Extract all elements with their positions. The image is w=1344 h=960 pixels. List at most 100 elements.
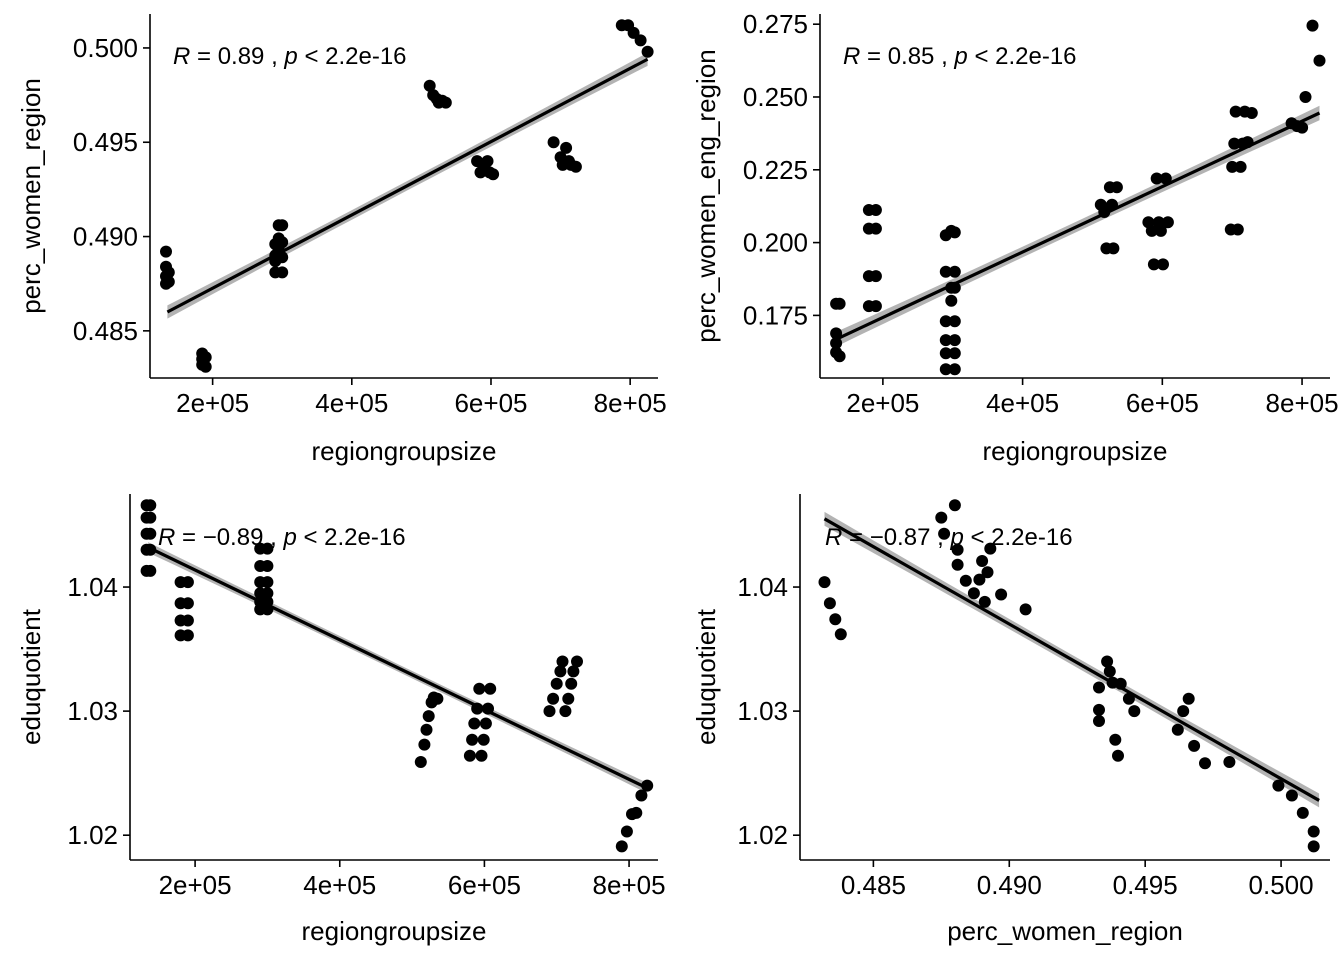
data-point (948, 499, 961, 512)
data-point (1171, 723, 1184, 736)
data-point (1229, 105, 1242, 118)
data-point (471, 702, 484, 715)
data-point (1114, 677, 1127, 690)
data-point (635, 789, 648, 802)
data-point (162, 266, 175, 279)
data-point (869, 204, 882, 216)
y-tick-label: 0.495 (73, 127, 138, 157)
data-point (945, 294, 958, 307)
data-point (562, 692, 575, 705)
data-point (615, 840, 628, 853)
data-point (487, 168, 500, 181)
data-point (1098, 206, 1111, 218)
data-point (1296, 806, 1309, 819)
x-tick-label: 4e+05 (315, 388, 388, 418)
data-point (634, 34, 647, 47)
data-point (948, 265, 961, 278)
data-point (439, 96, 452, 109)
data-point (1150, 172, 1163, 185)
data-point (1241, 136, 1254, 149)
correlation-annotation: R = −0.87 , p < 2.2e-16 (825, 524, 1073, 551)
data-point (1112, 749, 1124, 762)
data-point (1307, 840, 1320, 853)
data-point (1223, 756, 1236, 768)
data-point (1285, 789, 1298, 802)
data-point (481, 155, 494, 168)
data-point (261, 603, 274, 616)
y-tick-label: 1.03 (737, 696, 788, 726)
data-point (1177, 705, 1190, 718)
data-point (973, 573, 986, 586)
data-point (482, 702, 494, 715)
y-tick-label: 0.250 (743, 82, 808, 112)
data-point (967, 587, 980, 600)
data-point (951, 543, 964, 556)
y-tick-label: 0.175 (743, 300, 808, 330)
data-point (261, 587, 274, 600)
y-tick-label: 1.02 (737, 820, 788, 850)
x-tick-label: 2e+05 (176, 388, 249, 418)
data-point (935, 511, 948, 524)
data-point (939, 334, 952, 347)
data-point (547, 136, 560, 149)
data-point (830, 337, 843, 350)
chart-panel-4: 1.02 1.03 1.04 0.485 0.490 0.495 0.500 perc_wom… (691, 494, 1330, 946)
x-tick-label: 0.490 (977, 870, 1042, 900)
data-point (571, 655, 583, 668)
y-tick-label: 0.500 (73, 33, 138, 63)
data-point (423, 79, 436, 92)
x-axis-title: regiongroupsize (982, 436, 1167, 466)
data-point (420, 723, 433, 736)
y-tick-label: 0.275 (743, 9, 808, 39)
y-tick-label: 1.04 (737, 572, 788, 602)
data-point (199, 360, 212, 373)
x-tick-label: 4e+05 (303, 870, 376, 900)
data-point (939, 315, 952, 328)
data-point (144, 543, 157, 556)
data-point (1103, 665, 1116, 678)
data-point (261, 542, 274, 555)
correlation-annotation: R = 0.89 , p < 2.2e-16 (173, 43, 407, 70)
data-point (939, 347, 952, 360)
data-point (1019, 603, 1032, 616)
data-point (1234, 160, 1247, 173)
data-point (938, 527, 951, 540)
data-point (834, 628, 847, 641)
regression-line (823, 517, 1320, 802)
data-point (641, 45, 654, 58)
data-point (160, 245, 172, 258)
x-tick-label: 6e+05 (454, 388, 527, 418)
data-point (959, 574, 972, 587)
data-point (1093, 703, 1105, 716)
data-point (1199, 757, 1211, 770)
data-point (144, 511, 157, 524)
data-point (479, 717, 492, 730)
data-point (1154, 224, 1167, 237)
x-tick-label: 4e+05 (986, 388, 1059, 418)
data-point (1182, 692, 1195, 705)
regression-line (147, 545, 648, 790)
y-axis-title: perc_women_eng_region (691, 49, 721, 342)
data-point (463, 749, 476, 762)
data-point (550, 677, 563, 690)
data-point (162, 275, 175, 288)
data-point (1128, 705, 1141, 718)
data-point (1110, 181, 1123, 194)
data-point (620, 825, 633, 838)
data-point (1245, 107, 1258, 119)
data-point (473, 682, 486, 695)
data-point (1228, 137, 1241, 150)
data-point (554, 665, 567, 678)
data-point (948, 347, 961, 360)
data-point (567, 665, 580, 678)
data-point (829, 613, 842, 626)
data-point (276, 236, 289, 249)
data-point (939, 363, 952, 376)
data-point (477, 733, 490, 746)
y-tick-label: 1.03 (67, 696, 118, 726)
y-axis-title: perc_women_region (16, 78, 46, 314)
data-point (984, 542, 997, 555)
data-point (1157, 258, 1169, 271)
data-point (630, 806, 643, 819)
